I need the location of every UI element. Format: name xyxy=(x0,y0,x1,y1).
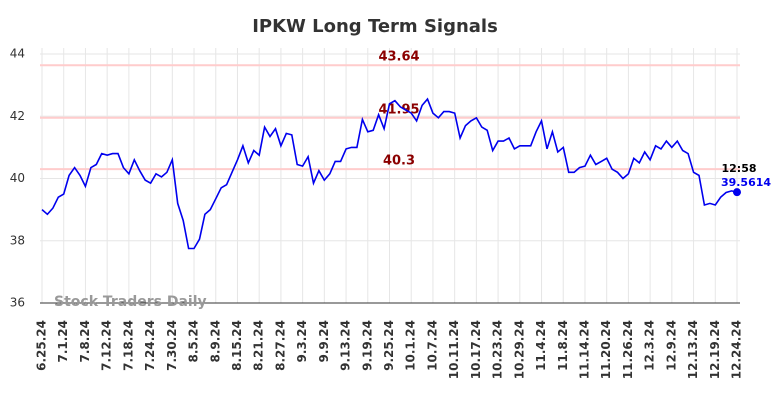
signal-label: 43.64 xyxy=(378,50,419,65)
x-tick-label: 8.21.24 xyxy=(252,320,266,371)
x-tick-label: 11.4.24 xyxy=(534,320,548,371)
x-tick-label: 8.9.24 xyxy=(208,320,222,363)
x-tick-label: 8.15.24 xyxy=(230,320,244,371)
watermark: Stock Traders Daily xyxy=(54,294,207,310)
last-value: 39.5614 xyxy=(721,176,771,189)
x-tick-label: 7.18.24 xyxy=(121,320,135,371)
x-tick-label: 12.19.24 xyxy=(708,320,722,379)
x-tick-label: 11.14.24 xyxy=(577,320,591,379)
x-tick-label: 9.19.24 xyxy=(360,320,374,371)
y-tick-label: 40 xyxy=(10,171,25,185)
x-tick-label: 12.13.24 xyxy=(686,320,700,379)
x-tick-label: 10.11.24 xyxy=(447,320,461,379)
price-line xyxy=(41,97,738,250)
x-tick-label: 7.8.24 xyxy=(78,320,92,363)
x-tick-label: 9.9.24 xyxy=(317,320,331,363)
x-tick-label: 12.9.24 xyxy=(664,320,678,371)
x-tick-label: 7.30.24 xyxy=(165,320,179,371)
x-tick-label: 12.3.24 xyxy=(643,320,657,371)
x-tick-label: 11.20.24 xyxy=(599,320,613,379)
x-tick-label: 7.1.24 xyxy=(56,320,70,363)
x-tick-label: 7.24.24 xyxy=(143,320,157,371)
y-tick-label: 38 xyxy=(10,233,25,247)
x-tick-label: 9.25.24 xyxy=(382,320,396,371)
x-tick-label: 10.1.24 xyxy=(404,320,418,371)
last-point xyxy=(733,188,741,197)
x-tick-label: 9.13.24 xyxy=(339,320,353,371)
x-tick-label: 10.17.24 xyxy=(469,320,483,379)
x-tick-label: 10.7.24 xyxy=(425,320,439,371)
x-tick-label: 7.12.24 xyxy=(100,320,114,371)
x-tick-label: 6.25.24 xyxy=(35,320,49,371)
x-tick-label: 11.8.24 xyxy=(556,320,570,371)
signal-label: 40.3 xyxy=(383,154,415,169)
x-tick-label: 9.3.24 xyxy=(295,320,309,363)
x-tick-label: 12.24.24 xyxy=(730,320,744,379)
x-tick-label: 11.26.24 xyxy=(621,320,635,379)
x-tick-label: 10.23.24 xyxy=(491,320,505,379)
y-tick-label: 42 xyxy=(10,109,25,123)
x-tick-label: 8.27.24 xyxy=(273,320,287,371)
chart-title: IPKW Long Term Signals xyxy=(252,16,498,37)
last-time: 12:58 xyxy=(721,162,756,175)
x-tick-label: 10.29.24 xyxy=(512,320,526,379)
x-tick-label: 8.5.24 xyxy=(187,320,201,363)
y-tick-label: 44 xyxy=(10,47,25,61)
y-tick-label: 36 xyxy=(10,296,25,310)
